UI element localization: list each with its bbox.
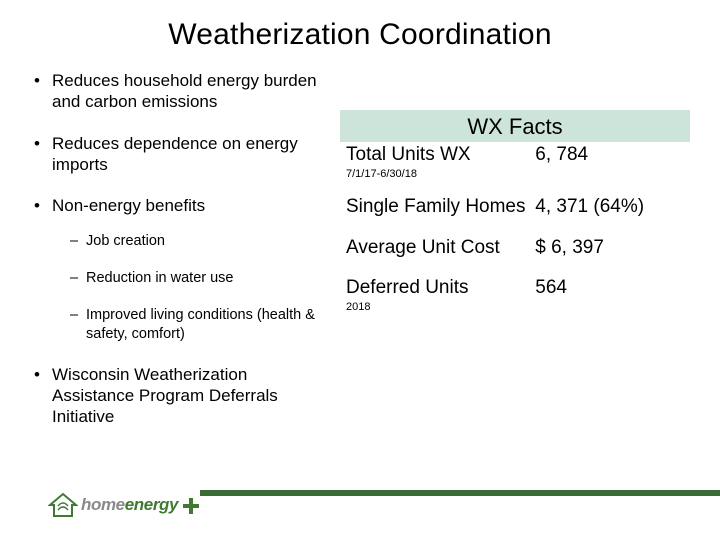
sub-bullet-item: Job creation <box>70 232 330 251</box>
facts-value: 564 <box>535 277 684 300</box>
facts-label: Total Units WX <box>346 144 535 167</box>
bullet-text: Reduces dependence on energy imports <box>52 134 298 174</box>
right-column: WX Facts Total Units WX 6, 784 7/1/17-6/… <box>340 70 690 447</box>
facts-table: WX Facts Total Units WX 6, 784 7/1/17-6/… <box>340 110 690 327</box>
facts-label: Single Family Homes <box>346 196 535 219</box>
table-row: Single Family Homes 4, 371 (64%) <box>340 194 690 219</box>
content-columns: Reduces household energy burden and carb… <box>30 70 690 447</box>
house-icon <box>48 492 78 518</box>
bullet-text: Non-energy benefits <box>52 196 205 215</box>
plus-icon <box>181 496 201 516</box>
bullet-item: Reduces household energy burden and carb… <box>34 70 330 113</box>
bullet-list: Reduces household energy burden and carb… <box>30 70 330 427</box>
bullet-item: Non-energy benefits Job creation Reducti… <box>34 195 330 344</box>
logo-text: home energy <box>81 495 178 515</box>
facts-label: Deferred Units <box>346 277 535 300</box>
bullet-text: Wisconsin Weatherization Assistance Prog… <box>52 365 278 427</box>
sub-bullet-item: Improved living conditions (health & saf… <box>70 306 330 344</box>
table-row: Average Unit Cost $ 6, 397 <box>340 235 690 260</box>
facts-note: 2018 <box>340 300 690 327</box>
logo-energy-word: energy <box>125 495 178 515</box>
bullet-item: Reduces dependence on energy imports <box>34 133 330 176</box>
page-title: Weatherization Coordination <box>30 18 690 52</box>
slide: Weatherization Coordination Reduces hous… <box>0 0 720 540</box>
facts-value: 4, 371 (64%) <box>535 196 684 219</box>
bullet-text: Reduces household energy burden and carb… <box>52 71 317 111</box>
facts-value: 6, 784 <box>535 144 684 167</box>
facts-note: 7/1/17-6/30/18 <box>340 167 690 194</box>
logo-home-word: home <box>81 495 125 515</box>
table-row: Deferred Units 564 <box>340 275 690 300</box>
left-column: Reduces household energy burden and carb… <box>30 70 330 447</box>
sub-bullet-item: Reduction in water use <box>70 269 330 288</box>
facts-label: Average Unit Cost <box>346 237 535 260</box>
facts-value: $ 6, 397 <box>535 237 684 260</box>
logo: home energy <box>48 492 201 518</box>
table-row: Total Units WX 6, 784 <box>340 142 690 167</box>
bullet-item: Wisconsin Weatherization Assistance Prog… <box>34 364 330 428</box>
sub-bullet-list: Job creation Reduction in water use Impr… <box>52 232 330 343</box>
divider-bar <box>200 490 720 496</box>
facts-header: WX Facts <box>340 110 690 142</box>
